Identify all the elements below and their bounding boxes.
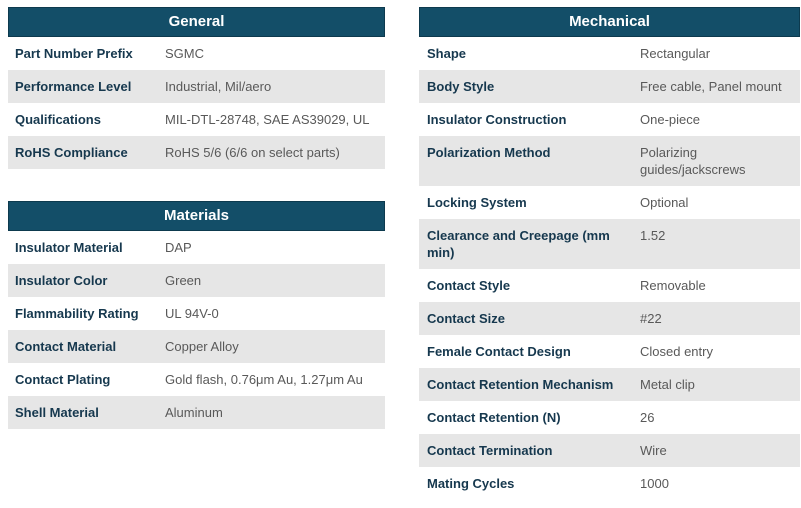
spec-value: Industrial, Mil/aero	[165, 79, 272, 94]
spec-label: Polarization Method	[427, 145, 551, 160]
spec-row: Shape Rectangular	[419, 37, 800, 70]
spec-row: Part Number Prefix SGMC	[8, 37, 385, 70]
spec-label: Part Number Prefix	[15, 46, 133, 61]
spec-row: Flammability Rating UL 94V-0	[8, 297, 385, 330]
spec-label: Insulator Construction	[427, 112, 567, 127]
spec-label: Insulator Material	[15, 240, 123, 255]
spec-row: Contact Retention Mechanism Metal clip	[419, 368, 800, 401]
spec-label: Body Style	[427, 79, 495, 94]
spec-label: Contact Termination	[427, 443, 553, 458]
left-column: General Part Number Prefix SGMC Performanc…	[8, 7, 385, 500]
spec-row: Body Style Free cable, Panel mount	[419, 70, 800, 103]
spec-value: RoHS 5/6 (6/6 on select parts)	[165, 145, 340, 160]
spec-value: One-piece	[640, 112, 700, 127]
spec-row: Contact Retention (N) 26	[419, 401, 800, 434]
spec-row: Female Contact Design Closed entry	[419, 335, 800, 368]
spec-value: Polarizing guides/jackscrews	[640, 145, 746, 177]
spec-value: Closed entry	[640, 344, 713, 359]
general-table-rows: Part Number Prefix SGMC Performance Level I…	[8, 37, 385, 169]
materials-table-header: Materials	[8, 201, 385, 231]
spec-label: Contact Retention (N)	[427, 410, 561, 425]
spec-row: Contact Size #22	[419, 302, 800, 335]
spec-value: Removable	[640, 278, 706, 293]
spec-value: DAP	[165, 240, 192, 255]
spec-value: 26	[640, 410, 655, 425]
spec-value: MIL-DTL-28748, SAE AS39029, UL	[165, 112, 370, 127]
general-table: General Part Number Prefix SGMC Performanc…	[8, 7, 385, 169]
spec-value: Rectangular	[640, 46, 711, 61]
spec-label: Contact Retention Mechanism	[427, 377, 614, 392]
spec-row: Performance Level Industrial, Mil/aero	[8, 70, 385, 103]
general-table-header: General	[8, 7, 385, 37]
spec-value: Gold flash, 0.76μm Au, 1.27μm Au	[165, 372, 363, 387]
spec-value: SGMC	[165, 46, 204, 61]
spec-row: Contact Plating Gold flash, 0.76μm Au, 1.…	[8, 363, 385, 396]
spec-label: Contact Plating	[15, 372, 111, 387]
spec-label: Insulator Color	[15, 273, 108, 288]
spec-label: Clearance and Creepage (mm min)	[427, 228, 610, 260]
spec-value: Copper Alloy	[165, 339, 239, 354]
spec-row: Insulator Material DAP	[8, 231, 385, 264]
spec-value: 1.52	[640, 228, 666, 243]
spec-label: Locking System	[427, 195, 527, 210]
spec-row: Shell Material Aluminum	[8, 396, 385, 429]
spec-value: Free cable, Panel mount	[640, 79, 782, 94]
right-column: Mechanical Shape Rectangular Body Style Fre…	[419, 7, 800, 500]
spec-value: 1000	[640, 476, 669, 491]
spec-label: RoHS Compliance	[15, 145, 128, 160]
spec-row: Contact Material Copper Alloy	[8, 330, 385, 363]
spec-value: Metal clip	[640, 377, 695, 392]
spec-row: Clearance and Creepage (mm min) 1.52	[419, 219, 800, 269]
spec-label: Mating Cycles	[427, 476, 515, 491]
spec-row: Qualifications MIL-DTL-28748, SAE AS39029…	[8, 103, 385, 136]
spec-row: Contact Termination Wire	[419, 434, 800, 467]
spec-value: Aluminum	[165, 405, 223, 420]
mechanical-table-header: Mechanical	[419, 7, 800, 37]
materials-table: Materials Insulator Material DAP Insulator…	[8, 201, 385, 429]
spec-label: Contact Size	[427, 311, 506, 326]
spec-value: UL 94V-0	[165, 306, 219, 321]
spec-label: Performance Level	[15, 79, 132, 94]
spec-label: Flammability Rating	[15, 306, 139, 321]
spec-row: Contact Style Removable	[419, 269, 800, 302]
materials-table-rows: Insulator Material DAP Insulator Color Gree…	[8, 231, 385, 429]
spec-label: Shape	[427, 46, 467, 61]
spec-label: Contact Style	[427, 278, 511, 293]
spec-label: Contact Material	[15, 339, 117, 354]
spec-value: #22	[640, 311, 662, 326]
spec-row: Insulator Color Green	[8, 264, 385, 297]
spec-value: Green	[165, 273, 202, 288]
spec-row: Mating Cycles 1000	[419, 467, 800, 500]
spec-row: Polarization Method Polarizing guides/jac…	[419, 136, 800, 186]
mechanical-table-rows: Shape Rectangular Body Style Free cable, Pa…	[419, 37, 800, 500]
spec-value: Optional	[640, 195, 689, 210]
mechanical-table: Mechanical Shape Rectangular Body Style Fre…	[419, 7, 800, 500]
spec-label: Shell Material	[15, 405, 99, 420]
spec-row: Locking System Optional	[419, 186, 800, 219]
spec-label: Qualifications	[15, 112, 101, 127]
spec-value: Wire	[640, 443, 667, 458]
spec-row: RoHS Compliance RoHS 5/6 (6/6 on select p…	[8, 136, 385, 169]
spec-row: Insulator Construction One-piece	[419, 103, 800, 136]
spec-label: Female Contact Design	[427, 344, 571, 359]
